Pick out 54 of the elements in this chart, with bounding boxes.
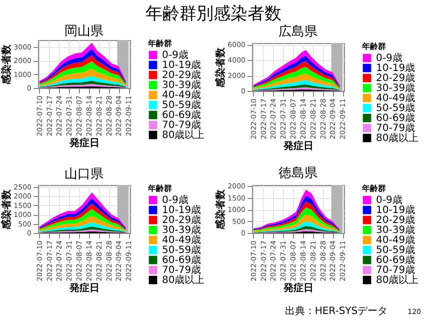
legend-label: 60-69歳 (162, 109, 202, 121)
chart-title: 岡山県 (64, 24, 104, 39)
legend-label: 60-69歳 (376, 112, 416, 124)
legend-label: 30-39歳 (162, 224, 202, 236)
y-axis-title: 感染者数 (214, 188, 227, 230)
legend-label: 80歳以上 (162, 129, 205, 141)
legend-label: 60-69歳 (376, 254, 416, 266)
legend-label: 50-59歳 (376, 244, 416, 256)
legend-label: 20-29歳 (162, 214, 202, 226)
legend-label: 0-9歳 (376, 52, 402, 64)
legend-title: 年齢群 (361, 42, 386, 51)
legend-label: 20-29歳 (376, 214, 416, 226)
legend-label: 0-9歳 (162, 49, 188, 61)
legend-label: 40-49歳 (162, 89, 202, 101)
legend-label: 50-59歳 (376, 102, 416, 114)
legend-label: 10-19歳 (162, 204, 202, 216)
legend-label: 0-9歳 (376, 194, 402, 206)
legend-label: 70-79歳 (162, 119, 202, 131)
y-axis-title: 感染者数 (0, 44, 13, 86)
x-axis-title: 発症日 (282, 282, 314, 294)
y-axis-title: 感染者数 (0, 188, 13, 230)
legend-title: 年齢群 (361, 184, 386, 193)
legend-title: 年齢群 (147, 184, 172, 193)
legend-label: 20-29歳 (162, 69, 202, 81)
x-axis-title: 発症日 (282, 140, 314, 152)
y-axis-title: 感染者数 (214, 46, 227, 88)
legend-label: 40-49歳 (376, 92, 416, 104)
chart-title: 徳島県 (278, 166, 318, 182)
legend-label: 40-49歳 (376, 234, 416, 246)
legend-label: 10-19歳 (376, 62, 416, 74)
legend-label: 60-69歳 (162, 254, 202, 266)
legend-title: 年齢群 (147, 39, 172, 48)
legend-label: 30-39歳 (376, 82, 416, 94)
legend-label: 0-9歳 (162, 194, 188, 206)
legend-label: 70-79歳 (376, 264, 416, 276)
source-note: 出典：HER-SYSデータ (284, 306, 388, 317)
chart-title: 山口県 (64, 166, 104, 182)
legend-label: 70-79歳 (162, 264, 202, 276)
legend-label: 10-19歳 (162, 59, 202, 71)
legend-label: 20-29歳 (376, 72, 416, 84)
x-axis-title: 発症日 (68, 137, 100, 150)
legend-label: 80歳以上 (376, 274, 419, 286)
legend-label: 30-39歳 (376, 224, 416, 236)
legend-label: 80歳以上 (162, 274, 205, 286)
legend-label: 40-49歳 (162, 234, 202, 246)
text: 年齢群別感染者数 (146, 4, 282, 24)
x-axis-title: 発症日 (68, 282, 100, 294)
legend-label: 80歳以上 (376, 132, 419, 144)
legend-label: 50-59歳 (162, 244, 202, 256)
legend-label: 10-19歳 (376, 204, 416, 216)
legend-label: 70-79歳 (376, 122, 416, 134)
legend-label: 50-59歳 (162, 99, 202, 111)
legend-label: 30-39歳 (162, 79, 202, 91)
chart-title: 広島県 (278, 24, 318, 40)
